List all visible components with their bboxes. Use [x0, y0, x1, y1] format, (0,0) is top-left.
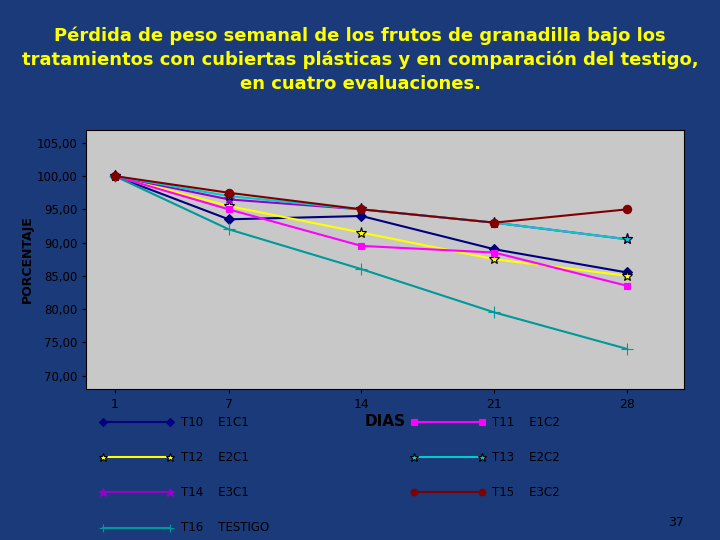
Text: T10    E1C1: T10 E1C1 — [181, 416, 248, 429]
Text: T14    E3C1: T14 E3C1 — [181, 486, 248, 499]
Text: 37: 37 — [668, 516, 684, 529]
Text: T16    TESTIGO: T16 TESTIGO — [181, 521, 269, 534]
X-axis label: DIAS: DIAS — [365, 414, 405, 429]
Text: T13    E2C2: T13 E2C2 — [492, 451, 559, 464]
Y-axis label: PORCENTAJE: PORCENTAJE — [21, 215, 34, 303]
Text: T12    E2C1: T12 E2C1 — [181, 451, 248, 464]
Text: Pérdida de peso semanal de los frutos de granadilla bajo los
tratamientos con cu: Pérdida de peso semanal de los frutos de… — [22, 26, 698, 92]
Text: T11    E1C2: T11 E1C2 — [492, 416, 560, 429]
Text: T15    E3C2: T15 E3C2 — [492, 486, 559, 499]
